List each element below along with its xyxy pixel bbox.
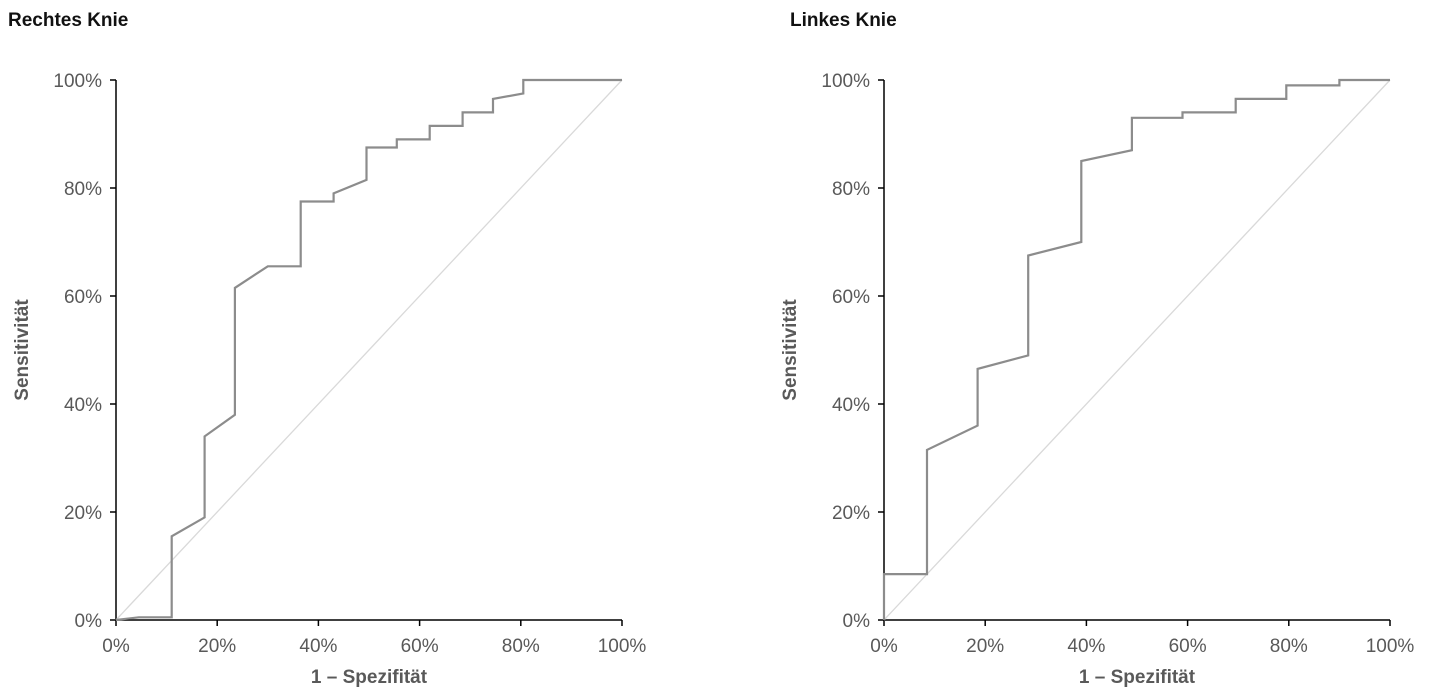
- y-tick-label: 100%: [821, 71, 870, 92]
- x-axis-title: 1 – Spezifität: [311, 667, 428, 688]
- reference-diagonal-line: [115, 79, 623, 621]
- y-tick-label: 20%: [64, 503, 102, 524]
- roc-curve-line: [115, 78, 622, 622]
- roc-chart-left-knee: 0% 20% 40% 60% 80% 100% 0% 20% 40% 60% 80% 100% 1 – …: [780, 71, 1415, 688]
- chart-panel-right-knee: Rechtes Knie 0% 20% 40% 60% 80% 100% 0% 20% 40% 6…: [0, 0, 700, 689]
- x-tick-label: 40%: [1067, 636, 1105, 657]
- y-tick-label: 40%: [832, 395, 870, 416]
- y-tick-label: 0%: [843, 611, 871, 632]
- x-tick-label: 100%: [1366, 636, 1415, 657]
- x-tick-label: 40%: [299, 636, 337, 657]
- y-tick-label: 40%: [64, 395, 102, 416]
- y-tick-label: 20%: [832, 503, 870, 524]
- x-tick-label: 20%: [966, 636, 1004, 657]
- x-tick-label: 60%: [1169, 636, 1207, 657]
- y-axis-title: Sensitivität: [12, 299, 33, 401]
- chart-title: Rechtes Knie: [8, 10, 129, 31]
- reference-diagonal-line: [883, 79, 1391, 621]
- x-tick-label: 80%: [502, 636, 540, 657]
- x-tick-label: 80%: [1270, 636, 1308, 657]
- y-tick-label: 60%: [64, 287, 102, 308]
- y-tick-label: 80%: [64, 179, 102, 200]
- x-axis-title: 1 – Spezifität: [1079, 667, 1196, 688]
- x-tick-label: 0%: [102, 636, 130, 657]
- y-tick-label: 80%: [832, 179, 870, 200]
- x-tick-label: 0%: [870, 636, 898, 657]
- roc-curve-line: [882, 78, 1390, 620]
- y-tick-label: 0%: [75, 611, 103, 632]
- chart-panel-left-knee: Linkes Knie 0% 20% 40% 60% 80% 100% 0% 20% 40% 60…: [768, 0, 1437, 689]
- y-tick-label: 60%: [832, 287, 870, 308]
- x-tick-label: 20%: [198, 636, 236, 657]
- chart-title: Linkes Knie: [790, 10, 897, 31]
- x-tick-label: 100%: [598, 636, 647, 657]
- y-tick-label: 100%: [53, 71, 102, 92]
- roc-chart-right-knee: 0% 20% 40% 60% 80% 100% 0% 20% 40% 60% 80% 100% 1 – …: [12, 71, 647, 688]
- x-tick-label: 60%: [401, 636, 439, 657]
- y-axis-title: Sensitivität: [780, 299, 801, 401]
